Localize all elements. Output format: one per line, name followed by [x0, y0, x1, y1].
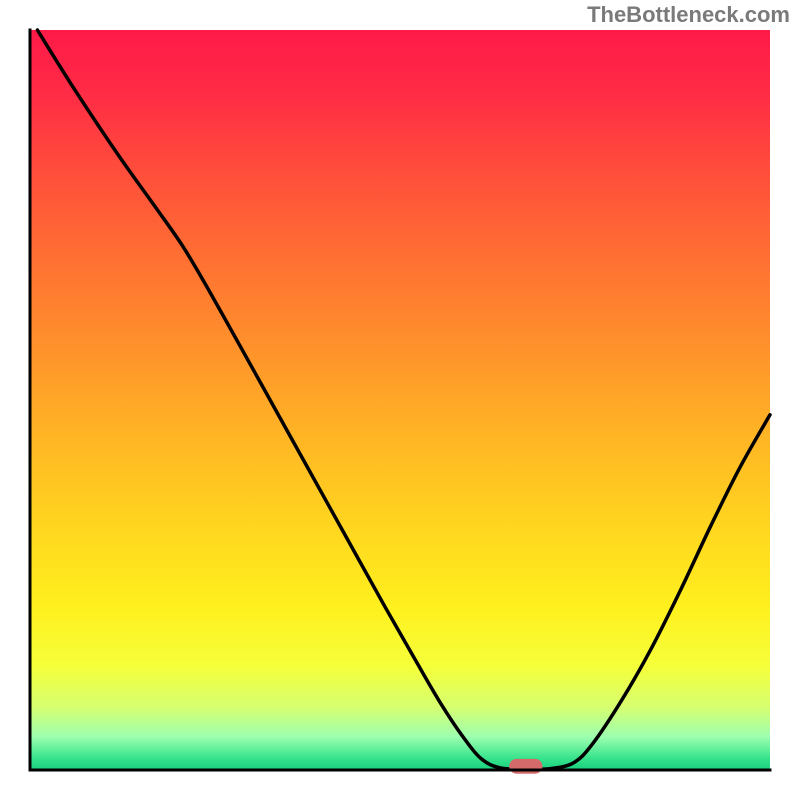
bottleneck-curve-chart [0, 0, 800, 800]
watermark-text: TheBottleneck.com [587, 2, 790, 28]
chart-container: TheBottleneck.com [0, 0, 800, 800]
gradient-background [30, 30, 770, 770]
